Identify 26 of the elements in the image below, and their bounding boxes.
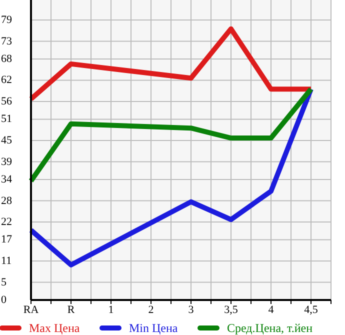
y-tick-label: 62: [1, 74, 12, 86]
y-tick-label: 28: [1, 194, 12, 207]
legend-label: Min Цена: [129, 321, 178, 335]
y-tick-label: 56: [1, 96, 12, 108]
y-tick-label: 0: [1, 294, 7, 306]
x-tick-label: 4,5: [304, 304, 318, 316]
x-tick-label: 3,5: [224, 304, 238, 316]
x-tick-label: 2: [148, 304, 154, 316]
x-tick-label: 3: [188, 304, 194, 316]
y-tick-label: 73: [1, 35, 12, 48]
y-tick-label: 79: [1, 14, 12, 26]
y-tick-label: 39: [1, 156, 12, 168]
legend-label: Сред.Цена, т.йен: [227, 321, 314, 335]
x-tick-label: 4: [268, 304, 274, 316]
y-tick-label: 11: [1, 255, 12, 268]
x-tick-label: 1: [108, 304, 114, 316]
y-tick-label: 17: [1, 234, 12, 246]
y-tick-label: 68: [1, 52, 12, 65]
legend-label: Max Цена: [29, 321, 80, 335]
x-tick-label: RA: [23, 304, 39, 316]
y-tick-label: 34: [1, 173, 12, 186]
x-tick-label: R: [67, 304, 76, 316]
y-tick-label: 5: [1, 276, 7, 288]
y-tick-label: 51: [1, 113, 12, 126]
y-tick-label: 45: [1, 134, 12, 146]
y-tick-label: 22: [1, 216, 12, 228]
